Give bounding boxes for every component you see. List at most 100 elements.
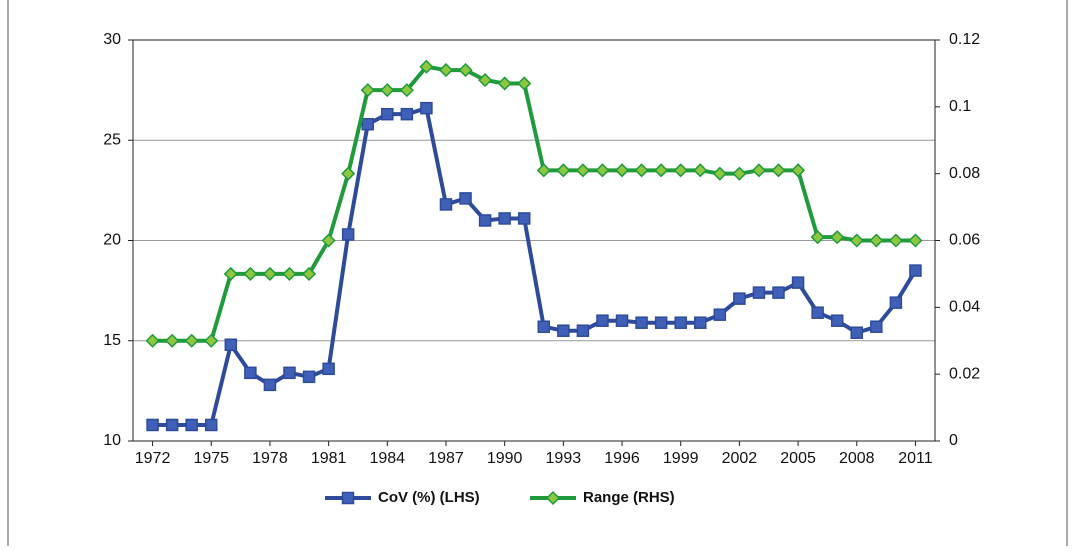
y-tick-label: 15 xyxy=(103,332,121,349)
x-tick-label: 2002 xyxy=(722,450,758,467)
x-tick-label: 1984 xyxy=(369,450,405,467)
point xyxy=(185,418,198,432)
point xyxy=(635,316,648,329)
legend-marker xyxy=(545,490,561,506)
x-tick-label: 1993 xyxy=(546,450,582,467)
point xyxy=(850,326,864,339)
x-tick-label: 1987 xyxy=(428,450,464,467)
point xyxy=(283,366,296,380)
x-tick-label: 1999 xyxy=(663,450,699,467)
point xyxy=(439,198,453,211)
y-tick-label: 20 xyxy=(103,232,121,249)
point xyxy=(811,306,824,319)
point xyxy=(909,264,922,277)
legend-marker xyxy=(341,491,355,505)
y-tick-label: 25 xyxy=(103,131,121,148)
point xyxy=(301,266,317,281)
point xyxy=(341,166,356,181)
point xyxy=(263,378,277,392)
point xyxy=(204,418,218,432)
point xyxy=(693,163,708,178)
point xyxy=(713,308,727,321)
point xyxy=(381,107,394,121)
point xyxy=(400,107,414,121)
point xyxy=(517,212,531,225)
series-line xyxy=(152,64,916,343)
point xyxy=(399,83,414,98)
point xyxy=(869,233,884,248)
point xyxy=(262,266,277,281)
y2-tick-label: 0.12 xyxy=(949,31,980,48)
point xyxy=(830,314,844,327)
point xyxy=(223,266,238,281)
series-line xyxy=(152,106,918,427)
point xyxy=(908,233,923,248)
point xyxy=(888,233,903,248)
point xyxy=(459,192,472,205)
point xyxy=(380,83,395,98)
x-tick-label: 1978 xyxy=(252,450,288,467)
point xyxy=(282,266,297,281)
point xyxy=(204,333,219,348)
point xyxy=(752,286,766,299)
point xyxy=(536,163,551,178)
legend-label: Range (RHS) xyxy=(583,489,675,506)
point xyxy=(772,286,785,299)
point xyxy=(595,163,610,178)
point xyxy=(184,333,199,348)
y-tick-label: 10 xyxy=(103,432,121,449)
point xyxy=(575,163,590,178)
x-tick-label: 2008 xyxy=(839,450,875,467)
point xyxy=(321,233,336,248)
y2-tick-label: 0.06 xyxy=(949,232,980,249)
point xyxy=(654,316,668,329)
point xyxy=(165,333,180,348)
point xyxy=(870,320,883,333)
x-tick-label: 2005 xyxy=(780,450,816,467)
point xyxy=(224,338,238,352)
point xyxy=(889,296,903,309)
x-tick-label: 1996 xyxy=(604,450,640,467)
y2-tick-label: 0 xyxy=(949,432,958,449)
point xyxy=(341,228,355,241)
point xyxy=(674,316,687,329)
point xyxy=(810,230,825,245)
x-tick-label: 1975 xyxy=(193,450,229,467)
y2-tick-label: 0.04 xyxy=(949,299,980,316)
point xyxy=(243,266,258,281)
y2-tick-label: 0.08 xyxy=(949,165,980,182)
plot-area xyxy=(132,39,936,442)
y2-tick-label: 0.02 xyxy=(949,365,980,382)
point xyxy=(360,83,375,98)
point xyxy=(615,314,629,327)
x-tick-label: 2011 xyxy=(898,450,933,467)
point xyxy=(165,418,179,432)
point xyxy=(478,214,492,227)
point xyxy=(302,370,316,384)
point xyxy=(654,163,669,178)
point xyxy=(733,292,746,305)
y-tick-label: 30 xyxy=(103,31,121,48)
point xyxy=(244,366,257,380)
point xyxy=(478,73,493,88)
point xyxy=(712,166,727,181)
point xyxy=(556,163,571,178)
point xyxy=(557,324,570,337)
x-tick-label: 1990 xyxy=(487,450,523,467)
point xyxy=(576,324,590,337)
point xyxy=(830,230,845,245)
point xyxy=(517,76,532,91)
point xyxy=(732,166,747,181)
x-tick-label: 1972 xyxy=(135,450,171,467)
point xyxy=(614,163,630,178)
point xyxy=(322,362,335,376)
point xyxy=(771,163,786,178)
point xyxy=(458,63,473,78)
point xyxy=(694,316,707,329)
point xyxy=(537,320,551,333)
point xyxy=(751,163,767,178)
point xyxy=(673,163,688,178)
point xyxy=(497,76,512,91)
point xyxy=(596,314,609,327)
